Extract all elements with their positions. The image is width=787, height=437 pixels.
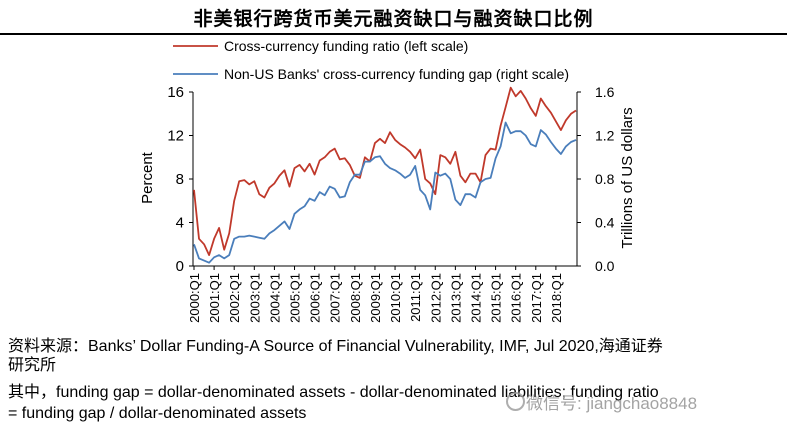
left-axis-label: Percent [139,151,156,204]
source-line-2: 研究所 [8,357,57,374]
x-tick-label: 2008:Q1 [348,273,363,323]
x-tick-label: 2018:Q1 [549,273,564,323]
x-tick-label: 2000:Q1 [187,273,202,323]
x-tick-label: 2006:Q1 [308,273,323,323]
note-line-2: = funding gap / dollar-denominated asset… [8,405,307,422]
right-axis-label: Trillions of US dollars [619,107,636,248]
x-tick-label: 2010:Q1 [388,273,403,323]
funding-gap-line [193,121,577,264]
right-tick-label: 1.6 [595,84,615,100]
left-tick-label: 8 [176,171,184,188]
title-divider [0,33,787,35]
x-tick-label: 2014:Q1 [468,273,483,323]
funding-ratio-line [193,86,577,257]
x-tick-label: 2011:Q1 [408,273,423,322]
legend-gap-label: Non-US Banks' cross-currency funding gap… [224,66,569,82]
x-tick-label: 2005:Q1 [288,273,303,323]
x-tick-label: 2004:Q1 [267,273,282,323]
x-tick-label: 2016:Q1 [509,273,524,323]
legend-ratio-label: Cross-currency funding ratio (left scale… [224,38,468,54]
x-tick-label: 2012:Q1 [428,273,443,323]
left-tick-label: 16 [167,84,184,101]
line-chart: Cross-currency funding ratio (left scale… [139,38,636,323]
x-tick-label: 2003:Q1 [247,273,262,323]
x-tick-label: 2017:Q1 [529,273,544,323]
chart-title: 非美银行跨货币美元融资缺口与融资缺口比例 [193,8,594,30]
left-tick-label: 4 [176,215,184,232]
left-tick-label: 0 [176,258,184,275]
right-tick-label: 0.8 [595,171,615,187]
note-line-1: 其中，funding gap = dollar-denominated asse… [8,384,659,401]
source-line-1: 资料来源：Banks’ Dollar Funding-A Source of F… [8,338,663,355]
wechat-icon [506,392,525,411]
legend: Cross-currency funding ratio (left scale… [173,38,569,82]
x-tick-label: 2013:Q1 [448,273,463,323]
x-tick-label: 2009:Q1 [368,273,383,323]
left-tick-label: 12 [167,128,184,145]
right-tick-label: 0.0 [595,258,615,274]
x-tick-label: 2001:Q1 [207,273,222,323]
right-tick-label: 0.4 [595,215,615,231]
watermark-text: 微信号: jiangchao8848 [526,394,698,413]
x-tick-label: 2002:Q1 [227,273,242,323]
x-tick-label: 2007:Q1 [328,273,343,323]
right-tick-label: 1.2 [595,128,615,144]
x-tick-label: 2015:Q1 [489,273,504,323]
